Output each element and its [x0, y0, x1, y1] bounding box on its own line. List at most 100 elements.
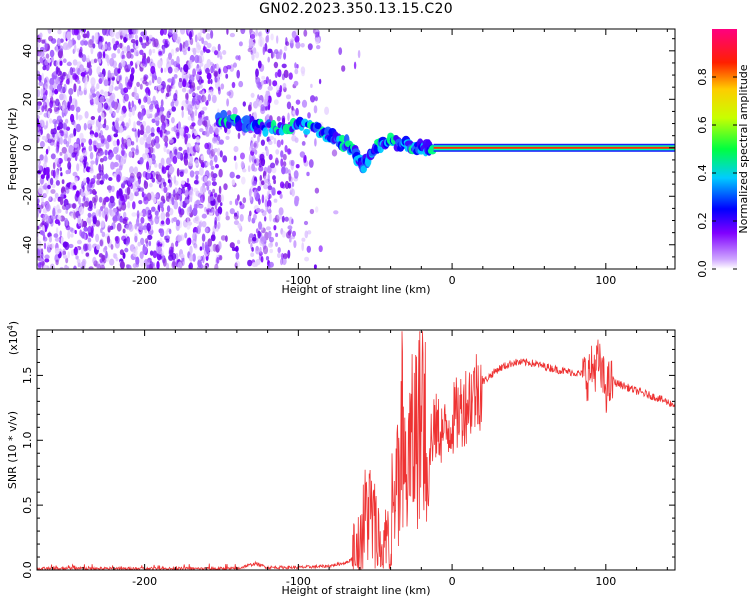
- spectrogram-pixel: [258, 37, 262, 47]
- spectrogram-pixel: [98, 209, 102, 218]
- snr-panel: -200 -100 0 100 0.0 0.5 1.0 1.5 Height of stra…: [6, 321, 676, 597]
- spectrogram-pixel: [37, 103, 41, 111]
- spectrogram-pixel: [128, 101, 131, 110]
- spectrogram-pixel: [107, 225, 111, 233]
- spectrogram-pixel: [233, 155, 237, 161]
- signal-blob: [220, 109, 228, 120]
- spectrogram-pixel: [140, 124, 144, 133]
- spectrogram-pixel: [91, 35, 95, 43]
- spectrogram-pixel: [195, 65, 202, 73]
- spectrogram-pixel: [45, 120, 49, 129]
- spectrogram-pixel: [212, 188, 216, 194]
- spectrogram-pixel: [187, 46, 191, 52]
- spectrogram-pixel: [313, 105, 318, 114]
- y-tick-label: 20: [21, 92, 34, 106]
- spectrogram-pixel: [287, 249, 291, 259]
- spectrogram-pixel: [105, 141, 110, 150]
- spectrogram-pixel: [132, 248, 138, 257]
- spectrogram-pixel: [74, 99, 78, 109]
- spectrogram-pixel: [178, 77, 183, 83]
- spectrogram-pixel: [163, 186, 168, 193]
- spectrogram-pixel: [109, 258, 115, 266]
- spectrogram-pixel: [262, 245, 269, 255]
- spectrogram-pixel: [48, 35, 54, 42]
- spectrogram-pixel: [272, 80, 278, 87]
- spectrogram-pixel: [162, 258, 167, 267]
- spectrogram-pixel: [159, 228, 165, 237]
- spectrogram-pixel: [292, 110, 297, 115]
- spectrogram-pixel: [166, 149, 170, 155]
- y-tick-label: 0.5: [21, 496, 34, 514]
- x-tick-label: 100: [595, 575, 616, 588]
- spectrogram-pixel: [249, 196, 252, 201]
- spectrogram-pixel: [92, 43, 96, 49]
- spectrogram-pixel: [90, 77, 96, 86]
- spectrogram-pixel: [287, 148, 291, 155]
- spectrogram-pixel: [67, 230, 71, 240]
- spectrogram-pixel: [159, 202, 164, 209]
- spectrogram-pixel: [235, 251, 240, 260]
- spectrogram-pixel: [53, 142, 57, 148]
- spectrogram-pixel: [59, 266, 64, 269]
- spectrogram-pixel: [37, 247, 42, 257]
- spectrogram-pixel: [67, 71, 71, 80]
- spectrogram-pixel: [214, 77, 218, 83]
- spectrogram-pixel: [200, 29, 203, 34]
- spectrogram-pixel: [293, 240, 297, 249]
- spectrogram-pixel: [41, 201, 45, 206]
- spectrogram-pixel: [231, 81, 236, 89]
- spectrogram-pixel: [179, 171, 184, 178]
- spectrogram-pixel: [73, 122, 77, 128]
- spectrogram-pixel: [145, 109, 150, 117]
- spectrogram-pixel: [103, 102, 109, 110]
- spectrogram-pixel: [167, 66, 173, 74]
- spectrogram-pixel: [52, 162, 56, 170]
- spectrogram-pixel: [250, 41, 256, 47]
- spectrogram-pixel: [269, 135, 275, 141]
- spectrogram-pixel: [160, 87, 165, 94]
- spectrogram-pixel: [42, 213, 49, 220]
- spectrogram-pixel: [119, 125, 123, 134]
- spectrogram-pixel: [75, 190, 80, 198]
- spectrogram-pixel: [196, 265, 203, 269]
- spectrogram-pixel: [50, 189, 56, 194]
- spectrogram-pixel: [145, 125, 151, 134]
- spectrogram-pixel: [150, 65, 156, 75]
- spectrogram-pixel: [119, 74, 123, 81]
- spectrogram-pixel: [77, 196, 81, 205]
- spectrogram-pixel: [59, 93, 64, 101]
- spectrogram-pixel: [50, 153, 56, 160]
- spectrogram-pixel: [314, 138, 317, 147]
- signal-blob: [303, 128, 311, 135]
- spectrogram-pixel: [112, 216, 118, 221]
- spectrogram-pixel: [211, 181, 217, 187]
- spectrogram-pixel: [204, 142, 210, 150]
- spectrogram-pixel: [70, 104, 75, 112]
- spectrogram-pixel: [139, 258, 144, 268]
- spectrogram-pixel: [268, 79, 272, 87]
- spectrogram-pixel: [331, 149, 338, 157]
- spectrogram-pixel: [45, 89, 48, 96]
- spectrogram-pixel: [150, 220, 154, 226]
- spectrogram-pixel: [117, 204, 121, 209]
- spectrogram-pixel: [307, 112, 311, 119]
- spectrogram-pixel: [122, 108, 127, 113]
- spectrogram-pixel: [160, 195, 165, 202]
- spectrogram-pixel: [90, 178, 96, 185]
- spectrogram-pixel: [171, 217, 174, 224]
- spectrogram-pixel: [275, 241, 278, 247]
- spectrogram-pixel: [251, 247, 254, 252]
- colorbar: 0.0 0.2 0.4 0.6 0.8 Normalized spectral ampl…: [696, 29, 750, 278]
- spectrogram-pixel: [168, 228, 172, 235]
- spectrogram-pixel: [77, 67, 81, 76]
- signal-band-core: [433, 146, 675, 149]
- spectrogram-pixel: [188, 89, 192, 94]
- spectrogram-pixel: [115, 168, 121, 177]
- spectrogram-pixel: [98, 41, 103, 50]
- spectrogram-pixel: [159, 129, 163, 138]
- spectrogram-pixel: [263, 79, 268, 85]
- spectrogram-pixel: [197, 258, 202, 268]
- spectrogram-pixel: [268, 140, 273, 145]
- spectrogram-pixel: [47, 178, 51, 186]
- spectrogram-pixel: [99, 150, 105, 156]
